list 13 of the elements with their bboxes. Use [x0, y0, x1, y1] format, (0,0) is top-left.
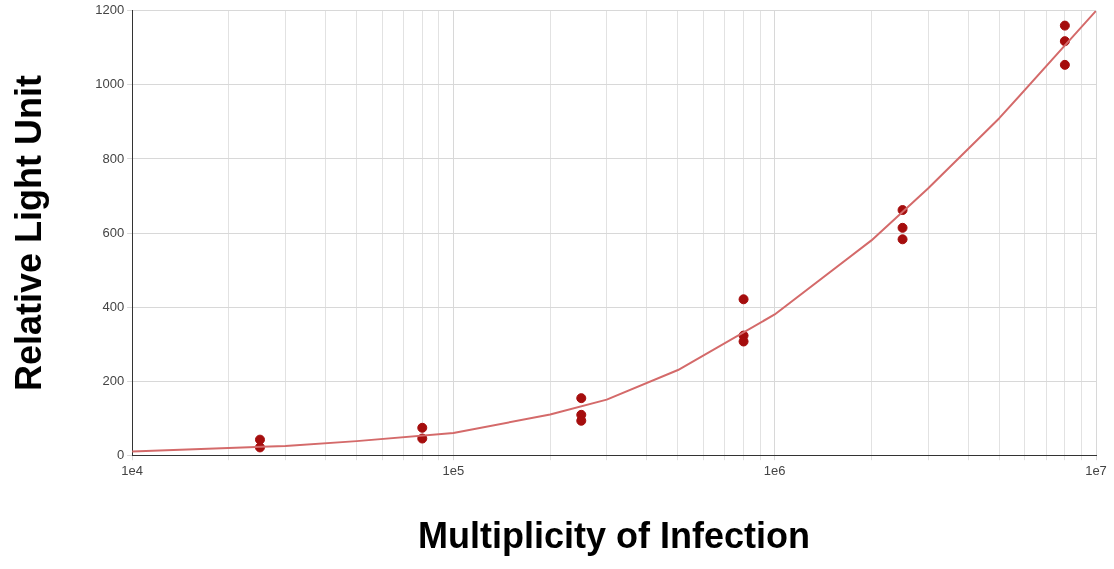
y-tick-label: 1000: [95, 76, 125, 92]
x-tick-label: 1e7: [1085, 462, 1107, 478]
x-tick-label: 1e6: [763, 462, 786, 478]
y-tick-label: 400: [102, 298, 125, 314]
y-tick-label: 0: [116, 446, 125, 462]
x-tick-label: 1e5: [442, 462, 465, 478]
y-tick-label: 1200: [95, 2, 125, 18]
x-tick-label: 1e4: [121, 462, 143, 478]
x-axis-title: Multiplicity of Infection: [418, 515, 811, 557]
y-tick-label: 200: [102, 372, 125, 388]
y-axis-title: Relative Light Unit: [7, 74, 49, 392]
y-tick-label: 600: [102, 224, 125, 240]
y-tick-label: 800: [102, 150, 125, 166]
